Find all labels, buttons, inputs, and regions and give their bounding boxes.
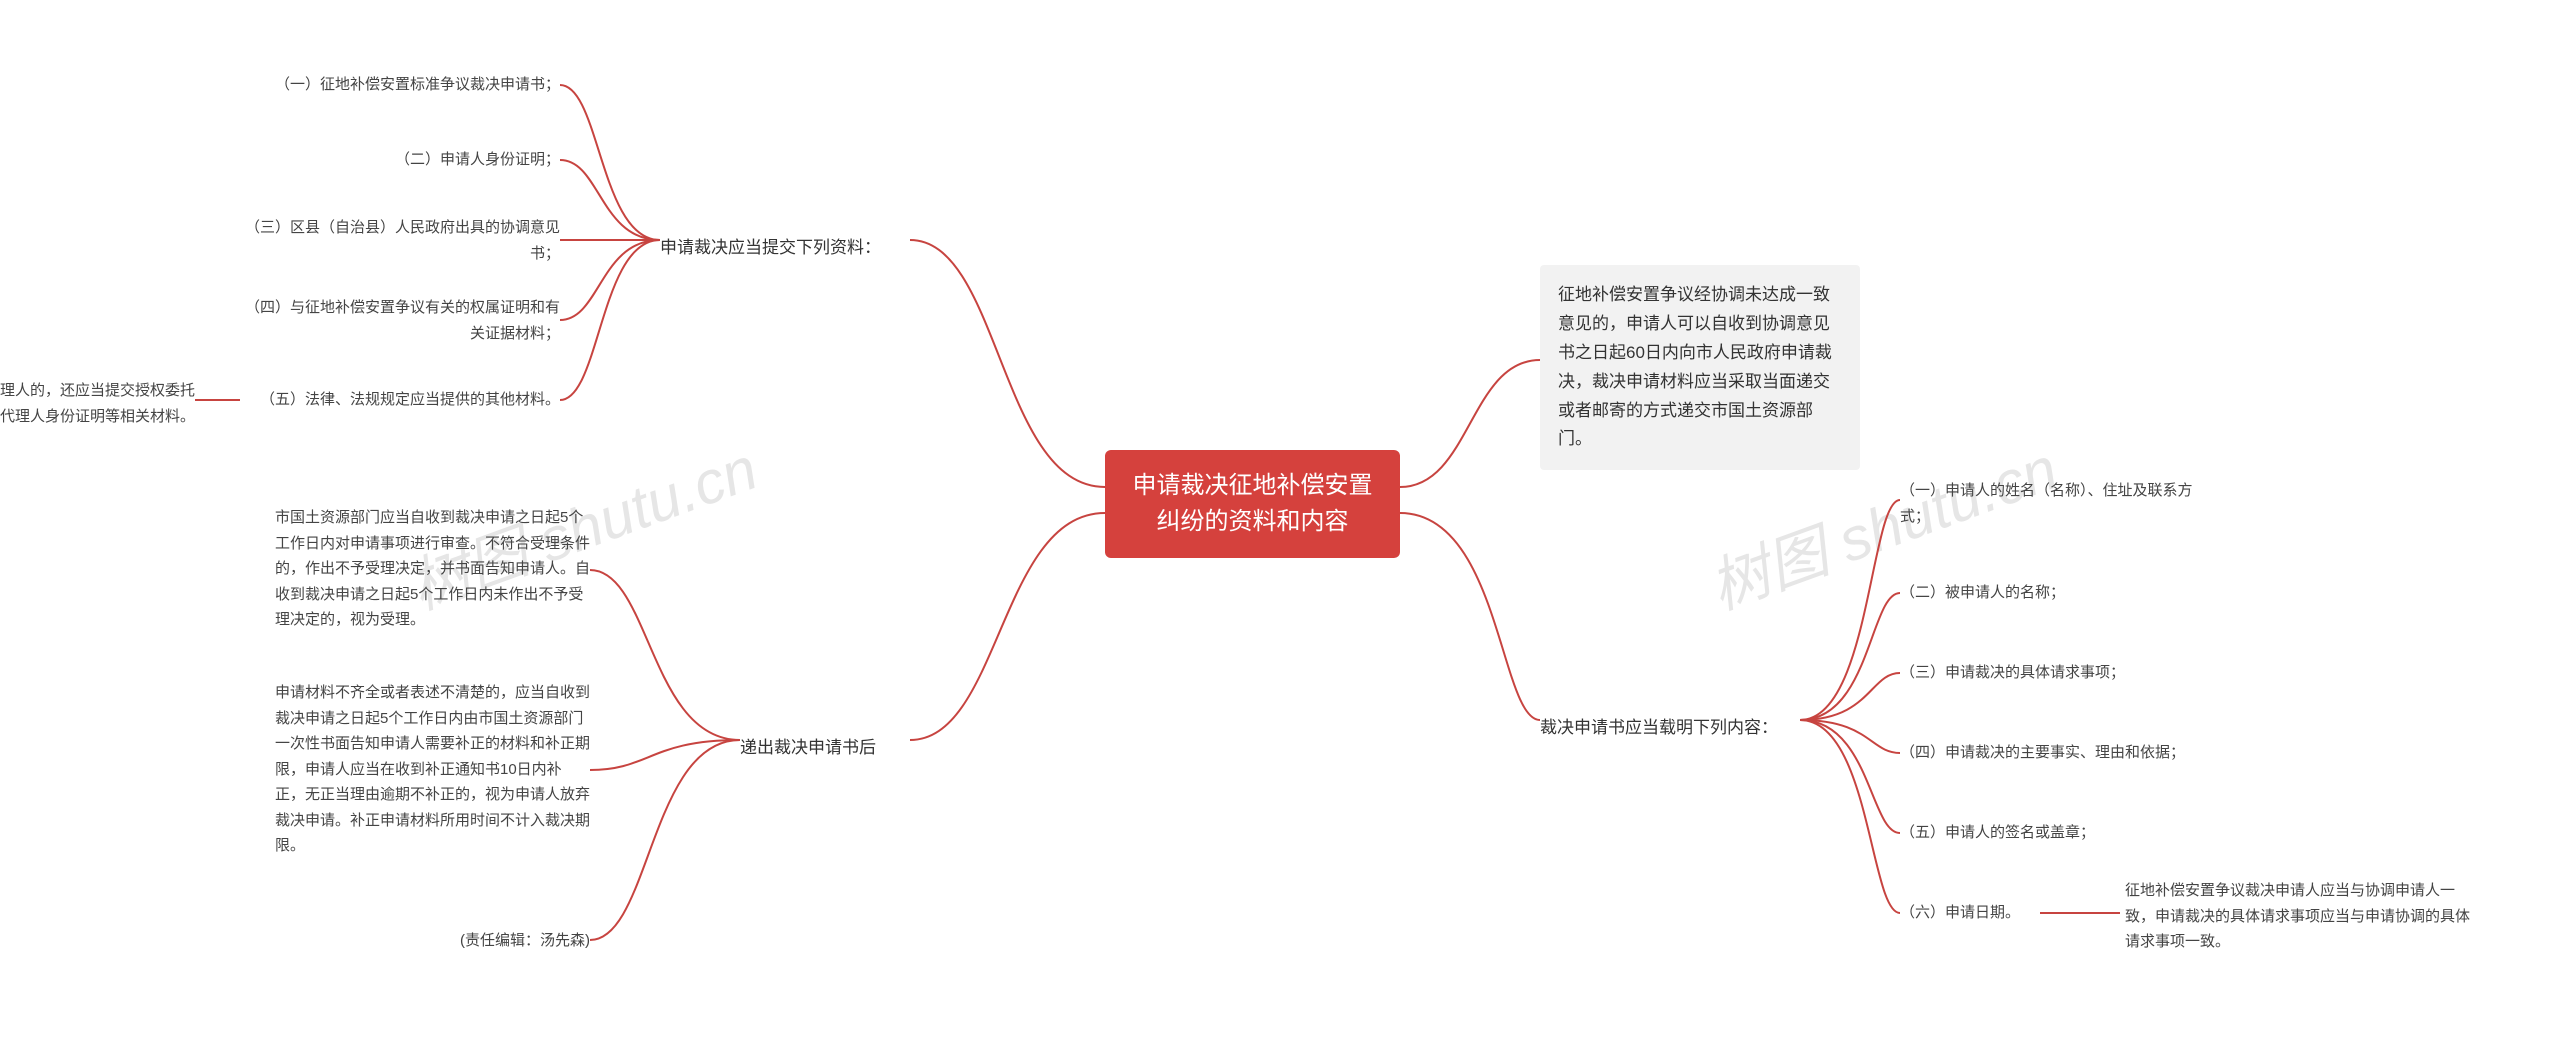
right-branch2-item4: （四）申请裁决的主要事实、理由和依据； — [1900, 740, 2220, 766]
right-branch2-item6: （六）申请日期。 — [1900, 900, 2040, 926]
root-label: 申请裁决征地补偿安置纠纷的资料和内容 — [1133, 472, 1373, 535]
left-branch2-item2: 申请材料不齐全或者表述不清楚的，应当自收到裁决申请之日起5个工作日内由市国土资源… — [275, 680, 590, 859]
right-branch2-item1: （一）申请人的姓名（名称）、住址及联系方式； — [1900, 478, 2220, 529]
right-branch2-item6-sub: 征地补偿安置争议裁决申请人应当与协调申请人一致，申请裁决的具体请求事项应当与申请… — [2125, 878, 2475, 955]
left-branch2-item3: (责任编辑：汤先森) — [275, 928, 590, 954]
right-intro-box: 征地补偿安置争议经协调未达成一致意见的，申请人可以自收到协调意见书之日起60日内… — [1540, 265, 1860, 470]
right-branch2-label: 裁决申请书应当载明下列内容： — [1540, 707, 1800, 744]
right-branch2-item5: （五）申请人的签名或盖章； — [1900, 820, 2200, 846]
right-branch2-item2: （二）被申请人的名称； — [1900, 580, 2200, 606]
mindmap-root: 申请裁决征地补偿安置纠纷的资料和内容 — [1105, 450, 1400, 558]
left-branch2-item1: 市国土资源部门应当自收到裁决申请之日起5个工作日内对申请事项进行审查。不符合受理… — [275, 505, 590, 633]
left-branch1-item2: （二）申请人身份证明； — [245, 147, 560, 173]
right-branch2-item3: （三）申请裁决的具体请求事项； — [1900, 660, 2200, 686]
left-branch1-item1: （一）征地补偿安置标准争议裁决申请书； — [245, 72, 560, 98]
left-branch1-item5: （五）法律、法规规定应当提供的其他材料。 — [245, 387, 560, 413]
left-branch1-item4: （四）与征地补偿安置争议有关的权属证明和有关证据材料； — [245, 295, 560, 346]
left-branch2-label: 递出裁决申请书后 — [740, 727, 910, 764]
left-branch1-item5-sub: 申请人委托代理人的，还应当提交授权委托书和代理人身份证明等相关材料。 — [0, 378, 195, 429]
left-branch1-item3: （三）区县（自治县）人民政府出具的协调意见书； — [245, 215, 560, 266]
right-intro-text: 征地补偿安置争议经协调未达成一致意见的，申请人可以自收到协调意见书之日起60日内… — [1558, 285, 1832, 448]
left-branch1-label: 申请裁决应当提交下列资料： — [660, 227, 910, 264]
